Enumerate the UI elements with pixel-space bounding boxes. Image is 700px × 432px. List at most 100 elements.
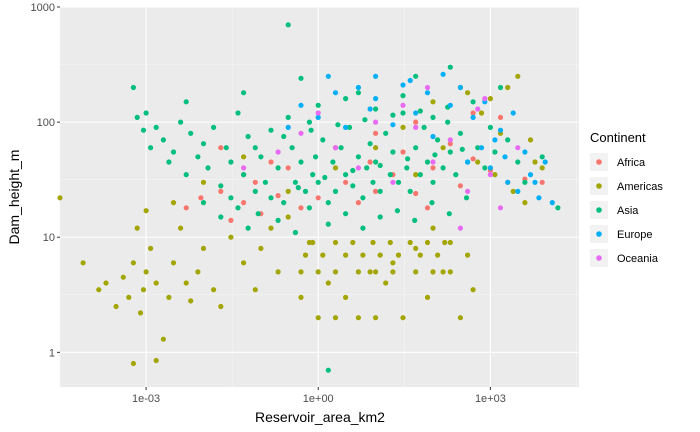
point-asia (405, 156, 411, 162)
point-americas (373, 145, 379, 151)
point-americas (395, 252, 402, 258)
point-africa (183, 205, 189, 211)
y-tick-label: 1000 (31, 2, 55, 14)
point-africa (275, 193, 281, 199)
point-oceania (400, 102, 406, 108)
point-asia (315, 102, 321, 108)
point-africa (315, 195, 321, 201)
point-americas (211, 287, 217, 293)
point-asia (432, 152, 438, 158)
point-asia (373, 106, 379, 112)
point-oceania (373, 119, 379, 125)
major-grid (60, 6, 579, 387)
point-americas (430, 225, 436, 231)
point-americas (465, 90, 471, 96)
point-asia (134, 114, 140, 120)
legend-label-asia: Asia (617, 205, 639, 217)
point-asia (367, 141, 373, 147)
point-africa (400, 149, 406, 155)
point-asia (218, 183, 224, 189)
point-americas (360, 252, 366, 258)
point-oceania (413, 124, 419, 130)
point-asia (430, 179, 436, 185)
point-asia (325, 367, 331, 373)
point-americas (527, 137, 534, 143)
point-americas (218, 303, 224, 310)
point-europe (497, 127, 504, 133)
point-asia (492, 149, 498, 155)
point-americas (298, 294, 304, 300)
point-americas (478, 110, 485, 116)
point-americas (252, 287, 258, 293)
point-europe (407, 77, 413, 84)
point-africa (373, 130, 379, 136)
point-asia (205, 165, 211, 171)
point-asia (417, 108, 423, 114)
point-americas (241, 154, 247, 160)
point-asia (320, 137, 326, 143)
point-americas (178, 225, 184, 231)
point-asia (395, 179, 402, 185)
point-europe (447, 102, 453, 108)
point-asia (325, 221, 331, 227)
point-europe (536, 195, 542, 201)
point-americas (532, 159, 538, 165)
point-asia (350, 167, 356, 174)
point-europe (492, 137, 498, 143)
point-africa (298, 205, 304, 211)
point-asia (295, 185, 301, 191)
point-asia (429, 200, 435, 206)
point-americas (413, 269, 419, 275)
point-americas (315, 269, 321, 275)
point-asia (302, 188, 309, 194)
point-africa (355, 200, 361, 206)
legend-label-oceania: Oceania (617, 253, 659, 265)
legend: Continent Africa Americas Asia Europe Oceani… (590, 130, 663, 267)
point-asia (497, 84, 504, 91)
point-asia (390, 112, 396, 118)
point-asia (241, 90, 247, 96)
point-asia (470, 99, 476, 105)
point-americas (332, 315, 339, 321)
point-asia (332, 188, 339, 194)
legend-label-africa: Africa (617, 157, 646, 169)
point-asia (183, 99, 189, 105)
point-africa (252, 179, 258, 185)
x-tick-label: 1e+00 (303, 393, 334, 405)
point-americas (143, 269, 149, 275)
point-europe (478, 145, 485, 151)
point-americas (268, 225, 274, 231)
point-americas (539, 165, 545, 171)
point-americas (370, 239, 376, 246)
point-europe (457, 84, 463, 91)
point-americas (367, 269, 373, 275)
point-oceania (315, 110, 321, 116)
point-asia (424, 159, 431, 165)
point-africa (470, 110, 476, 116)
point-americas (241, 260, 247, 266)
point-americas (505, 84, 511, 91)
point-americas (350, 239, 356, 246)
point-oceania (482, 96, 488, 102)
point-asia (446, 211, 452, 217)
point-americas (407, 239, 413, 246)
data-points (57, 22, 561, 373)
point-africa (497, 114, 504, 120)
point-europe (315, 114, 321, 120)
point-asia (285, 114, 291, 120)
point-asia (313, 154, 319, 160)
point-americas (430, 269, 436, 275)
legend-key-africa (596, 159, 602, 165)
point-asia (292, 229, 298, 236)
point-asia (505, 137, 511, 143)
point-asia (322, 174, 328, 181)
point-asia (245, 133, 251, 140)
point-americas (510, 188, 516, 194)
point-asia (394, 208, 400, 214)
point-americas (355, 315, 361, 321)
point-asia (362, 117, 368, 123)
point-americas (143, 208, 149, 214)
point-oceania (332, 145, 339, 151)
legend-key-europe (596, 231, 602, 237)
